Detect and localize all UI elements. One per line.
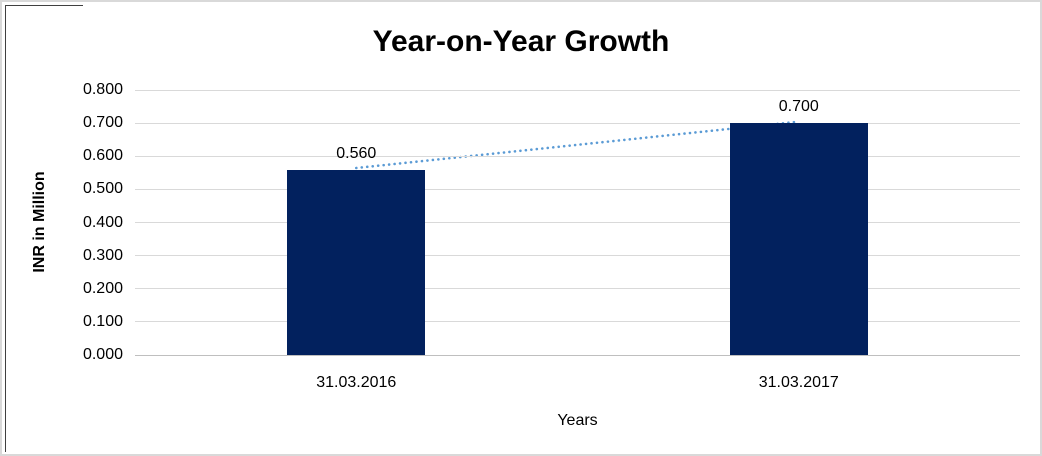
gridline [135,155,1020,157]
x-axis-line [135,354,1020,356]
gridline [135,222,1020,223]
y-tick-label: 0.500 [82,180,123,198]
left-border-line [5,5,6,452]
gridline [135,89,1020,91]
x-axis-title: Years [557,412,598,429]
y-tick-label: 0.700 [82,114,123,132]
bar-value-label: 0.560 [336,144,377,162]
top-border-line [5,5,83,6]
y-tick-label: 0.800 [82,81,123,98]
y-tick-label: 0.300 [82,246,123,264]
chart-bar [729,123,868,355]
chart-title: Year-on-Year Growth [372,25,670,58]
plot-area: Years 0.000 0.100 0.200 0.300 0.400 0.500 0.60… [83,81,1020,429]
y-tick-label: 0.400 [82,213,123,231]
x-tick-label: 31.03.2017 [758,374,839,391]
x-tick-label: 31.03.2016 [316,374,397,391]
gridline [135,255,1020,257]
y-tick-label: 0.100 [82,312,123,330]
chart-bar [287,169,426,355]
y-tick-label: 0.600 [82,147,123,165]
y-tick-label: 0.200 [82,279,123,297]
bar-value-label: 0.700 [778,98,819,116]
y-tick-label: 0.000 [82,346,123,363]
gridline [135,122,1020,124]
gridline [135,288,1020,290]
gridline [135,188,1020,190]
gridline [135,321,1020,323]
